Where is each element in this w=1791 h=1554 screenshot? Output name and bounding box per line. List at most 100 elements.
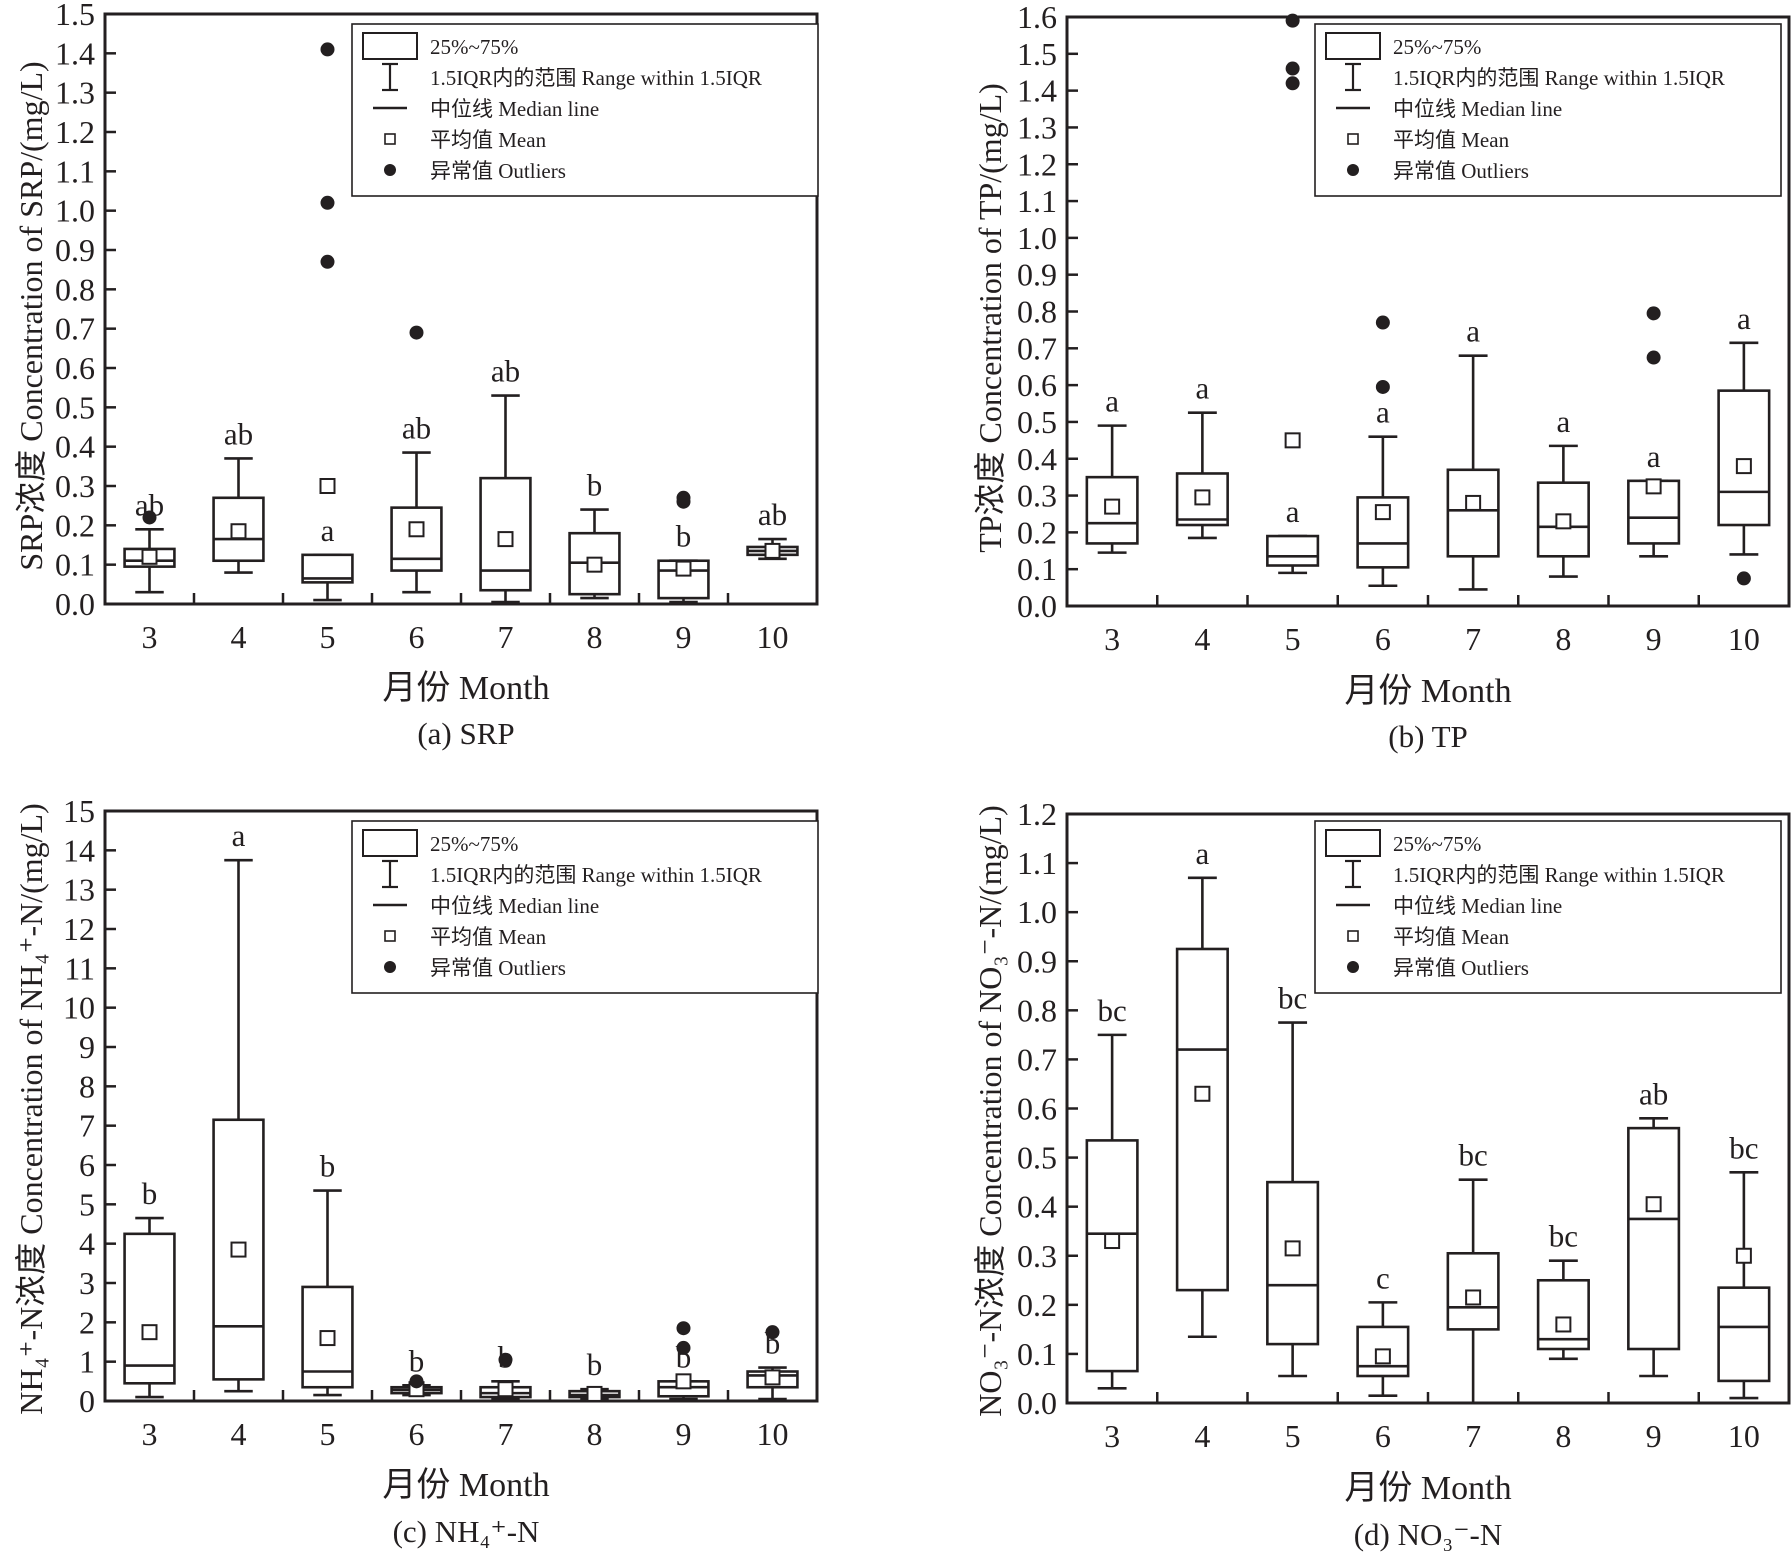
outlier-point: [1375, 315, 1390, 330]
box-month-4: ab: [212, 416, 265, 574]
x-tick-label: 7: [1465, 1418, 1481, 1454]
mean-marker: [1284, 1240, 1301, 1257]
outlier-point: [320, 42, 335, 57]
panel-caption: (d) NO₃⁻-N: [1353, 1517, 1503, 1552]
legend-frame: [1314, 820, 1782, 994]
y-tick-label: 0.2: [1017, 1287, 1057, 1323]
legend-frame: [351, 820, 819, 994]
y-axis-title: TP浓度 Concentration of TP/(mg/L): [972, 83, 1008, 553]
x-tick-label: 9: [1646, 621, 1662, 657]
x-tick-label: 8: [1555, 621, 1571, 657]
box-month-5: b: [301, 1149, 354, 1397]
legend-label-median: 中位线 Median line: [1393, 894, 1562, 918]
x-tick-label: 6: [1375, 1418, 1391, 1454]
significance-letter: a: [1647, 439, 1661, 474]
iqr-box: [1536, 1278, 1590, 1351]
y-tick-label: 0.2: [1017, 514, 1057, 550]
y-tick-label: 14: [63, 832, 95, 868]
iqr-box: [390, 506, 443, 572]
box-month-4: a: [212, 818, 265, 1393]
legend: 25%~75% 1.5IQR内的范围 Range within 1.5IQR 中位线…: [1314, 820, 1782, 994]
mean-marker: [675, 560, 692, 577]
legend-mean-icon: [384, 930, 396, 942]
x-tick-label: 6: [1375, 621, 1391, 657]
plot-tp: 0.00.10.20.30.40.50.60.70.80.91.01.11.21…: [1017, 0, 1791, 657]
outlier-point: [676, 1340, 691, 1355]
x-tick-label: 8: [1555, 1418, 1571, 1454]
mean-marker: [1735, 1247, 1752, 1264]
x-tick-label: 3: [142, 1416, 158, 1452]
outlier-point: [1285, 76, 1300, 91]
mean-marker: [1104, 498, 1121, 515]
y-tick-label: 1.1: [1017, 845, 1057, 881]
legend-label-mean: 平均值 Mean: [430, 925, 547, 949]
y-tick-label: 0: [79, 1383, 95, 1419]
y-tick-label: 9: [79, 1029, 95, 1065]
legend-outlier-icon: [1347, 961, 1359, 973]
legend-box-icon: [362, 829, 418, 857]
legend-box-icon: [1325, 32, 1381, 60]
iqr-box: [1627, 1126, 1681, 1351]
x-tick-label: 9: [1646, 1418, 1662, 1454]
panel-no3: 0.0 0.1 0.2 0.3 0.4 0.5 0.6 0.7 0.8 0.9 1.0 1.1 1.2 3…: [895, 777, 1791, 1554]
y-tick-label: 0.7: [1017, 330, 1057, 366]
box-month-9: b: [657, 490, 710, 604]
legend-frame: [1314, 23, 1782, 197]
y-tick-label: 0.0: [55, 586, 95, 622]
box-month-10: b: [746, 1325, 799, 1401]
significance-letter: a: [1286, 494, 1300, 529]
y-tick-label: 0.5: [55, 389, 95, 425]
y-tick-label: 1.3: [55, 75, 95, 111]
legend-label-box: 25%~75%: [1393, 35, 1481, 59]
legend-outlier-icon: [384, 164, 396, 176]
y-tick-label: 8: [79, 1068, 95, 1104]
mean-marker: [1555, 513, 1572, 530]
significance-letter: bc: [1097, 993, 1126, 1028]
legend-mean-icon: [1347, 930, 1359, 942]
iqr-box: [1717, 1286, 1771, 1383]
box-month-8: bc: [1536, 1219, 1590, 1361]
significance-letter: ab: [1639, 1076, 1668, 1111]
legend-label-outliers: 异常值 Outliers: [1393, 956, 1529, 980]
x-tick-label: 5: [1285, 621, 1301, 657]
x-tick-label: 3: [1104, 1418, 1120, 1454]
x-tick-label: 4: [1194, 621, 1210, 657]
legend-label-mean: 平均值 Mean: [1393, 925, 1510, 949]
y-tick-label: 13: [63, 872, 95, 908]
y-tick-label: 0.9: [1017, 943, 1057, 979]
y-tick-label: 0.8: [1017, 294, 1057, 330]
y-tick-label: 0.6: [1017, 1091, 1057, 1127]
legend-label-box: 25%~75%: [430, 35, 518, 59]
legend-label-median: 中位线 Median line: [430, 97, 599, 121]
y-tick-label: 0.9: [1017, 257, 1057, 293]
mean-marker: [497, 531, 514, 548]
mean-marker: [764, 542, 781, 559]
legend-mean-icon: [384, 133, 396, 145]
y-tick-label: 0.3: [1017, 1238, 1057, 1274]
legend-label-median: 中位线 Median line: [430, 894, 599, 918]
mean-marker: [1194, 1085, 1211, 1102]
significance-letter: a: [1466, 314, 1480, 349]
iqr-box: [1717, 389, 1771, 527]
x-tick-label: 4: [231, 1416, 247, 1452]
y-tick-label: 0.7: [55, 311, 95, 347]
box-month-5: a: [301, 42, 354, 602]
significance-letter: b: [765, 1326, 781, 1361]
mean-marker: [408, 521, 425, 538]
y-tick-label: 1.0: [1017, 894, 1057, 930]
mean-marker: [1104, 1233, 1121, 1250]
legend-label-whisker: 1.5IQR内的范围 Range within 1.5IQR: [430, 66, 762, 90]
mean-marker: [586, 1385, 603, 1402]
y-tick-label: 0.4: [1017, 1189, 1057, 1225]
significance-letter: b: [676, 1339, 692, 1374]
legend-mean-icon: [1347, 133, 1359, 145]
y-tick-label: 1.1: [55, 153, 95, 189]
significance-letter: a: [1105, 384, 1119, 419]
y-axis-title: NO₃⁻-N浓度 Concentration of NO₃⁻-N/(mg/L): [972, 805, 1008, 1417]
y-tick-label: 0.7: [1017, 1041, 1057, 1077]
legend-label-mean: 平均值 Mean: [1393, 128, 1510, 152]
significance-letter: a: [1195, 836, 1209, 871]
significance-letter: a: [1376, 395, 1390, 430]
x-tick-label: 10: [1728, 1418, 1760, 1454]
legend-box-icon: [362, 32, 418, 60]
